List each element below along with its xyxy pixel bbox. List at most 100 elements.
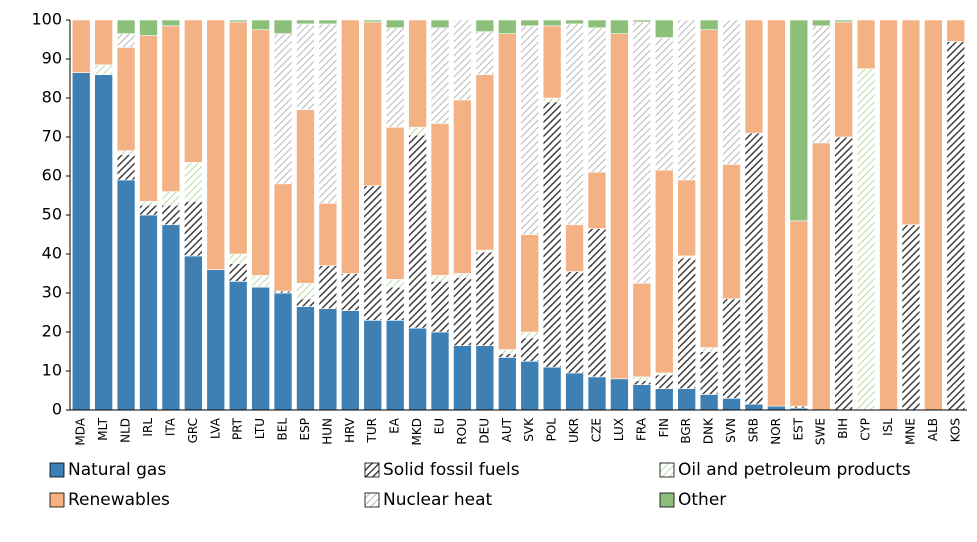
bar-segment [116,19,136,34]
legend-swatch [364,462,380,478]
bar-segment [161,19,181,27]
bar-segment [251,29,270,276]
bar-segment [498,33,517,350]
bar-segment [542,19,562,27]
bar-segment [789,220,809,407]
bar-segment [385,126,405,280]
legend-swatch [49,462,65,478]
legend-swatch [364,492,380,508]
bar-segment [228,280,248,411]
bar-segment [453,99,472,274]
x-tick-label: GRC [186,418,200,443]
y-tick-label: 10 [42,361,62,380]
bar-segment [946,19,966,42]
bar-segment [228,263,248,282]
bar-segment [542,366,562,411]
bar-segment [318,19,338,25]
bar-segment [475,74,495,251]
bar-segment [856,19,876,70]
bar-segment [139,19,158,36]
bar-segment [71,72,91,411]
bar-segment [565,23,584,226]
bar-segment [834,136,853,411]
x-tick-label: DNK [702,417,716,444]
bar-segment [318,203,338,267]
bar-segment [161,204,181,226]
bar-segment [251,286,270,411]
bar-segment [811,19,831,27]
legend-label: Nuclear heat [383,490,492,510]
bar-segment [565,224,584,272]
bar-segment [184,255,203,411]
bar-segment [273,33,293,185]
bar-segment [677,257,696,389]
bar-segment [699,394,719,411]
bar-segment [542,101,562,368]
y-tick-label: 30 [42,283,62,302]
bar-segment [430,275,450,282]
bar-segment [654,374,674,389]
bar-segment [408,19,427,128]
x-tick-label: BIH [836,418,850,439]
x-tick-label: ROU [455,418,469,445]
x-tick-label: AUT [500,417,514,442]
bar-segment [632,384,652,411]
bar-segment [228,19,248,23]
bar-segment [139,204,158,216]
bar-segment [879,19,898,411]
bar-segment [542,25,562,99]
bar-segment [363,19,383,23]
x-tick-label: EU [433,418,447,434]
bar-segment [654,19,674,38]
x-tick-label: SVK [522,417,536,442]
bar-segment [228,21,248,255]
bar-segment [296,19,315,25]
bar-segment [116,154,136,181]
x-tick-label: LUX [612,418,626,441]
bar-segment [498,353,517,358]
bar-segment [498,349,517,354]
bar-segment [811,25,831,144]
bar-segment [722,19,741,165]
bar-segment [453,345,472,411]
bar-segment [363,185,383,321]
bar-segment [901,19,921,226]
y-tick-label: 0 [52,400,62,419]
bar-segment [430,280,450,333]
bar-segment [744,132,764,405]
bar-segment [273,19,293,34]
bar-segment [251,19,270,31]
bar-segment [341,310,360,411]
bar-segment [430,123,450,276]
bar-segment [699,29,719,348]
bar-segment [296,306,315,411]
x-tick-label: NLD [119,418,133,443]
x-tick-label: POL [545,418,559,442]
bar-segment [116,150,136,155]
bar-segment [677,19,696,181]
x-tick-label: FIN [657,418,671,437]
x-tick-label: UKR [567,418,581,443]
bar-segment [654,37,674,171]
x-tick-label: MDA [74,417,88,445]
bar-segment [610,33,629,380]
bar-segment [408,327,427,411]
bar-segment [139,214,158,411]
legend-swatch [49,492,65,508]
x-tick-label: IRL [141,418,155,437]
bar-segment [273,292,293,411]
bar-segment [498,357,517,411]
x-tick-label: CZE [589,418,603,442]
bar-segment [475,251,495,346]
bar-segment [318,265,338,309]
bar-segment [453,273,472,278]
legend-label: Oil and petroleum products [678,460,911,480]
bar-segment [946,41,966,411]
x-tick-label: BEL [276,418,290,441]
bar-segment [632,380,652,385]
bar-segment [363,21,383,187]
legend-label: Solid fossil fuels [383,460,520,480]
bar-segment [834,19,853,23]
bar-segment [273,183,293,292]
legend-label: Renewables [68,490,170,510]
